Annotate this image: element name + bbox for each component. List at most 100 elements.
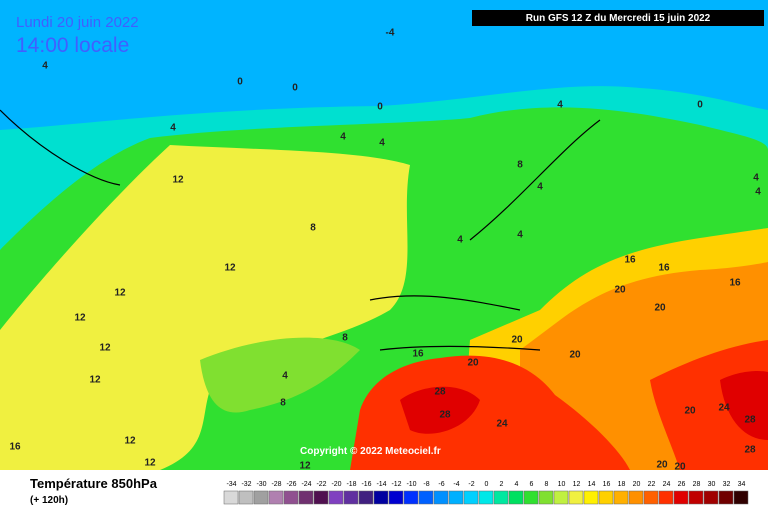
contour-label: 12: [114, 288, 126, 299]
legend-tick-label: 26: [678, 481, 686, 488]
legend-tick-label: -4: [453, 481, 459, 488]
legend-swatch: [298, 490, 314, 505]
legend-swatch: [388, 490, 404, 505]
legend-swatch: [343, 490, 359, 505]
legend-tick-label: 24: [663, 481, 671, 488]
contour-label: 12: [74, 313, 86, 324]
legend-tick-label: -18: [346, 481, 356, 488]
legend-tick-label: -2: [468, 481, 474, 488]
contour-label: 20: [656, 460, 668, 471]
contour-label: 12: [172, 175, 184, 186]
legend-swatch: [433, 490, 449, 505]
legend-tick-label: 22: [648, 481, 656, 488]
contour-label: 4: [537, 182, 543, 193]
contour-label: 20: [674, 462, 686, 473]
legend-swatch: [253, 490, 269, 505]
legend-swatch: [613, 490, 629, 505]
legend-swatch: [493, 490, 509, 505]
legend-swatch: [508, 490, 524, 505]
legend-tick-label: 12: [573, 481, 581, 488]
contour-label: 4: [755, 187, 761, 198]
contour-label: 16: [624, 255, 636, 266]
contour-label: 16: [658, 263, 670, 274]
legend-swatch: [628, 490, 644, 505]
legend-swatch: [313, 490, 329, 505]
legend-tick-label: 8: [545, 481, 549, 488]
legend-swatch: [658, 490, 674, 505]
legend-tick-label: -24: [301, 481, 311, 488]
legend-swatch: [598, 490, 614, 505]
contour-label: 4: [517, 230, 523, 241]
zone-very-hot-2: [650, 340, 768, 470]
zone-extreme: [400, 370, 768, 440]
legend-swatch: [223, 490, 239, 505]
zone-very-hot: [350, 355, 630, 470]
legend-swatch: [688, 490, 704, 505]
legend-tick-label: 20: [633, 481, 641, 488]
legend-swatch: [538, 490, 554, 505]
legend-tick-label: -8: [423, 481, 429, 488]
contour-label: 8: [517, 160, 523, 171]
legend-tick-label: 28: [693, 481, 701, 488]
zone-warm: [0, 145, 410, 470]
contour-label: 16: [729, 278, 741, 289]
legend-swatch: [703, 490, 719, 505]
legend-swatch: [403, 490, 419, 505]
legend-tick-label: 14: [588, 481, 596, 488]
contour-label: 4: [340, 132, 346, 143]
contour-label: -4: [386, 28, 395, 39]
contour-label: 20: [654, 303, 666, 314]
contour-label: 28: [744, 415, 756, 426]
contour-label: 12: [89, 375, 101, 386]
contour-label: 12: [99, 343, 111, 354]
legend-tick-label: -34: [226, 481, 236, 488]
legend-tick-label: -16: [361, 481, 371, 488]
legend-swatch: [478, 490, 494, 505]
run-box: [472, 10, 764, 26]
contour-label: 8: [342, 333, 348, 344]
legend-tick-label: 2: [500, 481, 504, 488]
contour-label: 0: [377, 102, 383, 113]
legend-tick-label: 0: [485, 481, 489, 488]
contour-label: 12: [299, 461, 311, 472]
contour-label: 4: [282, 371, 288, 382]
legend-tick-label: -32: [241, 481, 251, 488]
contour-label: 4: [557, 100, 563, 111]
legend-swatch: [673, 490, 689, 505]
legend-tick-label: -26: [286, 481, 296, 488]
legend-tick-label: 4: [515, 481, 519, 488]
contour-label: 8: [280, 398, 286, 409]
legend-swatch: [358, 490, 374, 505]
legend-tick-label: -30: [256, 481, 266, 488]
run-text: Run GFS 12 Z du Mercredi 15 juin 2022: [526, 13, 711, 24]
contour-label: 4: [42, 61, 48, 72]
legend-swatch: [643, 490, 659, 505]
legend-tick-label: 32: [723, 481, 731, 488]
contour-label: 28: [744, 445, 756, 456]
legend-swatch: [463, 490, 479, 505]
legend-swatch: [583, 490, 599, 505]
contour-label: 20: [511, 335, 523, 346]
contour-label: 0: [292, 83, 298, 94]
contour-label: 12: [224, 263, 236, 274]
legend-tick-label: -6: [438, 481, 444, 488]
legend-swatch: [733, 490, 749, 505]
legend-swatch: [568, 490, 584, 505]
legend-swatch: [553, 490, 569, 505]
contour-label: 16: [412, 349, 424, 360]
contour-label: 20: [614, 285, 626, 296]
zone-mild-2: [200, 337, 360, 413]
contour-label: 12: [124, 436, 136, 447]
contour-label: 4: [753, 173, 759, 184]
legend-swatch: [718, 490, 734, 505]
legend-tick-label: 34: [738, 481, 746, 488]
contour-label: 4: [379, 138, 385, 149]
contour-label: 16: [9, 442, 21, 453]
legend-subtitle: (+ 120h): [30, 495, 68, 506]
contour-label: 20: [684, 406, 696, 417]
legend-swatch: [283, 490, 299, 505]
legend-swatch: [418, 490, 434, 505]
copyright: Copyright © 2022 Meteociel.fr: [300, 446, 441, 457]
contour-label: 20: [467, 358, 479, 369]
contour-label: 20: [569, 350, 581, 361]
